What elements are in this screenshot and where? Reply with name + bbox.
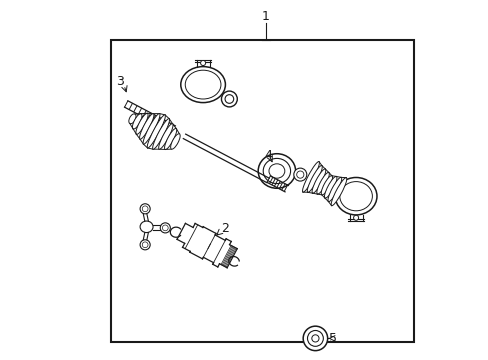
Circle shape (142, 242, 148, 248)
Ellipse shape (316, 172, 328, 194)
Ellipse shape (302, 162, 319, 192)
Ellipse shape (143, 113, 160, 144)
Ellipse shape (147, 115, 165, 148)
Text: 5: 5 (328, 332, 336, 345)
Circle shape (221, 91, 237, 107)
Ellipse shape (335, 177, 376, 215)
Ellipse shape (327, 177, 341, 202)
Ellipse shape (258, 154, 295, 188)
Bar (111, 40, 413, 342)
Ellipse shape (152, 118, 169, 149)
Ellipse shape (132, 113, 142, 129)
Ellipse shape (306, 166, 322, 192)
Ellipse shape (185, 70, 221, 99)
Ellipse shape (139, 113, 154, 139)
Circle shape (140, 240, 150, 250)
Ellipse shape (136, 113, 148, 134)
Text: 1: 1 (262, 10, 269, 23)
Circle shape (160, 223, 170, 233)
Circle shape (293, 168, 306, 181)
Ellipse shape (268, 164, 284, 178)
Ellipse shape (324, 176, 336, 198)
Circle shape (200, 60, 205, 66)
Ellipse shape (158, 123, 173, 149)
Circle shape (140, 204, 150, 214)
Text: 2: 2 (220, 222, 228, 235)
Circle shape (224, 95, 233, 103)
Ellipse shape (170, 134, 180, 149)
Circle shape (162, 225, 168, 231)
Text: 4: 4 (264, 149, 271, 162)
Ellipse shape (311, 169, 325, 193)
Ellipse shape (128, 114, 136, 124)
Ellipse shape (339, 181, 372, 211)
Circle shape (353, 215, 358, 220)
Circle shape (311, 335, 318, 342)
Ellipse shape (181, 67, 225, 103)
Circle shape (296, 171, 303, 178)
Circle shape (307, 330, 323, 346)
Ellipse shape (321, 176, 332, 195)
Ellipse shape (164, 129, 176, 149)
Ellipse shape (140, 221, 153, 233)
Circle shape (142, 206, 148, 212)
Ellipse shape (263, 158, 290, 184)
Ellipse shape (330, 177, 346, 206)
Circle shape (303, 326, 327, 351)
Text: 3: 3 (116, 75, 124, 87)
